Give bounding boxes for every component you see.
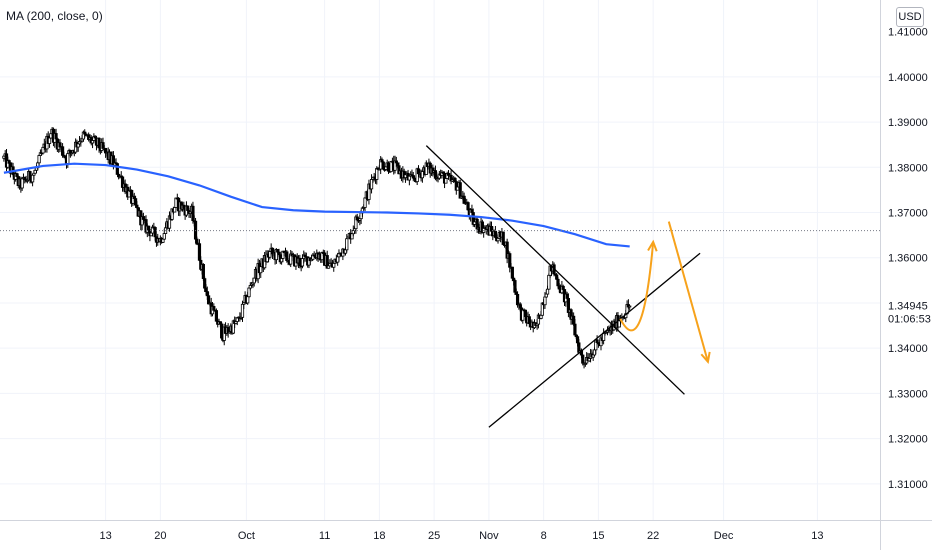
candle-body [298,257,302,267]
candle-body [220,323,224,339]
candle-body [544,293,548,298]
candle-body [573,323,577,336]
candle-body [407,175,411,181]
candle-body [510,266,514,279]
y-tick-label: 1.33000 [888,388,928,400]
x-tick-label: 13 [99,530,111,542]
x-tick-label: Dec [714,530,734,542]
current-price-label: 1.34945 [888,300,928,312]
currency-button[interactable]: USD [896,7,924,27]
indicator-label[interactable]: MA (200, close, 0) [6,9,103,23]
x-tick-label: 8 [541,530,547,542]
x-tick-label: 18 [373,530,385,542]
candle-body [332,262,336,268]
projection-arrow-down-head [700,351,711,364]
candle-body [345,238,349,251]
candle-body [162,233,166,240]
candle-body [444,178,448,184]
y-tick-label-top: 1.41000 [888,27,928,39]
y-tick-label: 1.36000 [888,253,928,265]
x-tick-label: Oct [238,530,255,542]
candle-body [515,293,520,306]
y-tick-label: 1.34000 [888,343,928,355]
candle-body [595,339,599,343]
projection-arrow-down [667,221,709,363]
candle-body [37,155,41,164]
current-price-box [883,296,932,327]
candle-body [20,178,24,189]
support-trendline [488,252,701,428]
y-tick-label: 1.38000 [888,162,928,174]
y-tick-label: 1.39000 [888,117,928,129]
moving-average-line [3,162,630,248]
candle-body [628,305,632,308]
x-tick-label: 15 [592,530,604,542]
projection-arrow-up [619,241,655,332]
x-tick-label: 20 [154,530,166,542]
candle-body [539,314,543,319]
y-tick-label: 1.32000 [888,434,928,446]
y-tick-label: 1.37000 [888,208,928,220]
countdown-label: 01:06:53 [888,313,931,325]
x-tick-label: 22 [647,530,659,542]
projection-arrow-up-head [647,239,658,252]
candle-body [543,296,547,306]
candle-body [153,227,157,238]
candle-body [363,197,367,208]
candle-body [174,197,178,208]
x-tick-label: Nov [479,530,499,542]
candle-body [561,285,565,290]
candle-body [501,231,505,245]
y-tick-label: 1.31000 [888,479,928,491]
x-tick-label: 25 [428,530,440,542]
x-tick-label: 11 [319,530,330,542]
candle-body [545,288,550,295]
resistance-trendline [425,145,685,395]
x-tick-label: 13 [811,530,823,542]
y-tick-label: 1.40000 [888,72,928,84]
candle-body [375,168,379,180]
